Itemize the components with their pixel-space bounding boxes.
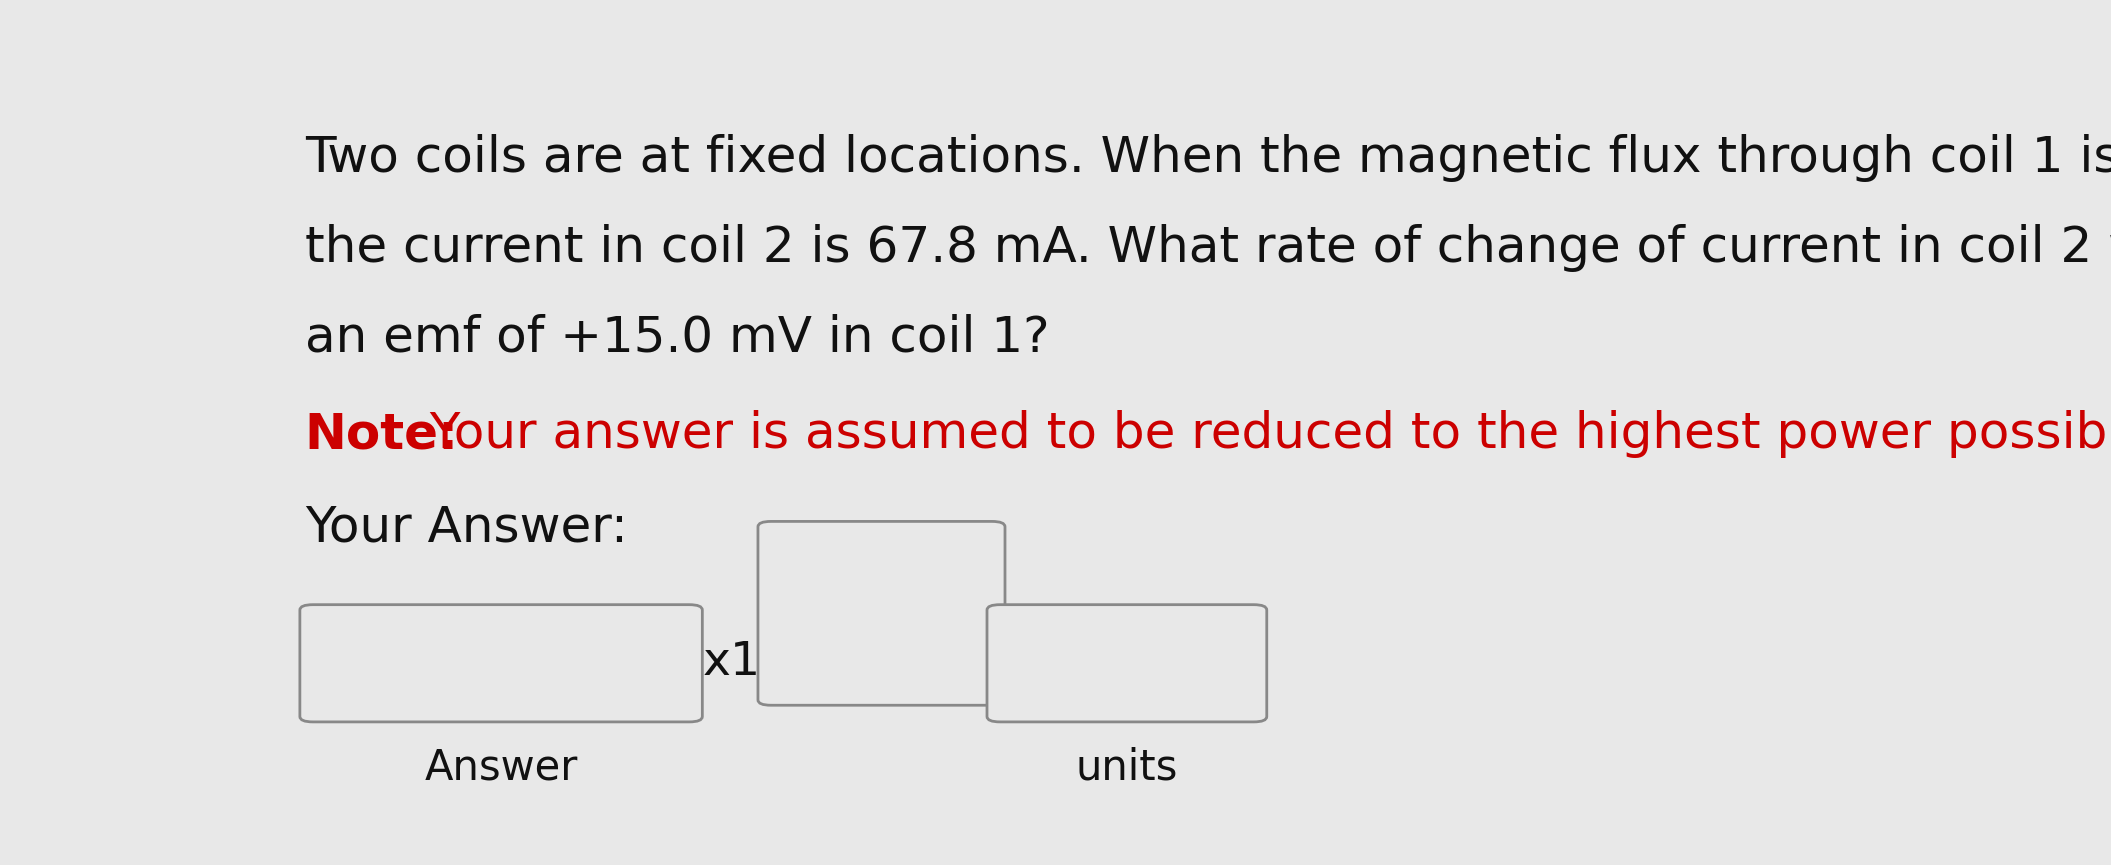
FancyBboxPatch shape xyxy=(758,522,1005,705)
FancyBboxPatch shape xyxy=(300,605,703,722)
Text: an emf of +15.0 mV in coil 1?: an emf of +15.0 mV in coil 1? xyxy=(304,314,1049,362)
Text: x10: x10 xyxy=(703,641,790,686)
Text: Answer: Answer xyxy=(424,746,578,789)
Text: Two coils are at fixed locations. When the magnetic flux through coil 1 is 51.2 : Two coils are at fixed locations. When t… xyxy=(304,134,2111,182)
Text: Your answer is assumed to be reduced to the highest power possible.: Your answer is assumed to be reduced to … xyxy=(414,410,2111,458)
Text: units: units xyxy=(1077,746,1178,789)
Text: Your Answer:: Your Answer: xyxy=(304,503,627,551)
FancyBboxPatch shape xyxy=(988,605,1267,722)
Text: Note:: Note: xyxy=(304,410,458,458)
Text: the current in coil 2 is 67.8 mA. What rate of change of current in coil 2 will : the current in coil 2 is 67.8 mA. What r… xyxy=(304,224,2111,272)
